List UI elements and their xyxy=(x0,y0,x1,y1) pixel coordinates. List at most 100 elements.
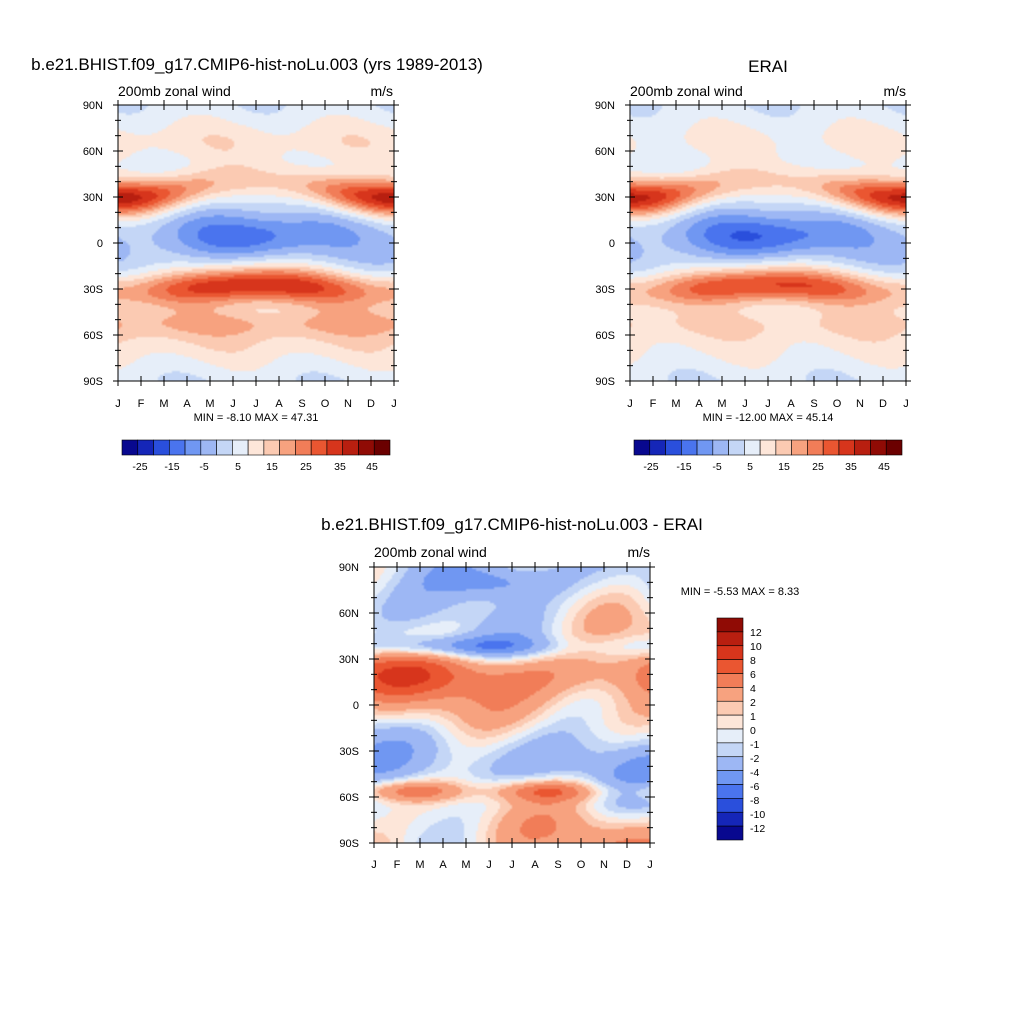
panel-diff-min-max: MIN = -5.53 MAX = 8.33 xyxy=(681,586,800,598)
y-tick-label: 0 xyxy=(353,700,359,712)
x-tick-label: F xyxy=(394,859,401,871)
colorbar-swatch xyxy=(716,811,744,827)
colorbar-label: -5 xyxy=(712,461,721,473)
x-tick-label: A xyxy=(439,859,447,871)
colorbar-swatch xyxy=(680,439,698,456)
colorbar-swatch xyxy=(716,784,744,799)
panel-erai-title: ERAI xyxy=(748,57,788,76)
colorbar-label: -10 xyxy=(750,809,765,821)
colorbar-swatch xyxy=(716,631,744,647)
x-tick-label: A xyxy=(531,859,539,871)
colorbar-swatch xyxy=(712,439,729,456)
x-tick-label: A xyxy=(183,398,191,410)
colorbar-swatch xyxy=(342,439,359,456)
x-tick-label: J xyxy=(230,398,236,410)
colorbar-swatch xyxy=(716,687,744,702)
x-tick-label: A xyxy=(787,398,795,410)
panel-diff-x-tick-labels: J F M A M J J A S O N D J xyxy=(371,859,653,871)
x-tick-label: S xyxy=(810,398,817,410)
colorbar-swatch xyxy=(247,439,265,456)
x-tick-label: O xyxy=(833,398,842,410)
y-tick-label: 30N xyxy=(83,192,103,204)
x-tick-label: D xyxy=(367,398,375,410)
colorbar-swatch xyxy=(716,645,744,660)
panel-erai-colorbar-labels: -25 -15 -5 5 15 25 35 45 xyxy=(643,461,890,473)
panel-diff-y-tick-labels: 90N 60N 30N 0 30S 60S 90S xyxy=(339,562,359,850)
colorbar-label: -2 xyxy=(750,753,759,765)
x-tick-label: J xyxy=(115,398,121,410)
colorbar-swatch xyxy=(373,439,391,456)
y-tick-label: 0 xyxy=(97,238,103,250)
colorbar-swatch xyxy=(744,439,761,456)
x-tick-label: A xyxy=(275,398,283,410)
panel-diff-ticks xyxy=(369,562,655,848)
x-tick-label: M xyxy=(415,859,424,871)
panel-model-x-tick-labels: J F M A M J J A S O N D J xyxy=(115,398,397,410)
colorbar-swatch xyxy=(716,659,744,674)
colorbar-label: 15 xyxy=(778,461,790,473)
colorbar-swatch xyxy=(295,439,312,456)
panel-diff-colorbar xyxy=(716,617,744,841)
y-tick-label: 60N xyxy=(595,146,615,158)
colorbar-swatch xyxy=(665,439,682,456)
colorbar-label: 4 xyxy=(750,683,756,695)
colorbar-label: -6 xyxy=(750,781,759,793)
colorbar-swatch xyxy=(263,439,280,456)
colorbar-swatch xyxy=(716,756,744,771)
colorbar-swatch xyxy=(633,439,651,456)
colorbar-swatch xyxy=(716,770,744,785)
x-tick-label: J xyxy=(647,859,653,871)
panel-model-contour-field xyxy=(118,105,394,381)
colorbar-label: 45 xyxy=(878,461,890,473)
x-tick-label: J xyxy=(742,398,748,410)
x-tick-label: D xyxy=(879,398,887,410)
colorbar-swatch xyxy=(759,439,777,456)
panel-erai-contour-field xyxy=(630,105,906,381)
x-tick-label: J xyxy=(627,398,633,410)
colorbar-swatch xyxy=(716,798,744,813)
panel-diff-title: b.e21.BHIST.f09_g17.CMIP6-hist-noLu.003 … xyxy=(321,515,703,534)
colorbar-swatch xyxy=(775,439,792,456)
colorbar-label: 2 xyxy=(750,697,756,709)
panel-erai-y-tick-labels: 90N 60N 30N 0 30S 60S 90S xyxy=(595,100,615,388)
y-tick-label: 30N xyxy=(339,654,359,666)
colorbar-swatch xyxy=(696,439,714,456)
panel-erai-ticks xyxy=(625,100,911,386)
colorbar-label: 25 xyxy=(812,461,824,473)
colorbar-label: 0 xyxy=(750,725,756,737)
panel-erai-min-max: MIN = -12.00 MAX = 45.14 xyxy=(703,412,834,424)
y-tick-label: 0 xyxy=(609,238,615,250)
panel-diff-units-label: m/s xyxy=(627,544,650,560)
y-tick-label: 60S xyxy=(83,330,103,342)
colorbar-label: -25 xyxy=(132,461,147,473)
colorbar-swatch xyxy=(854,439,871,456)
colorbar-swatch xyxy=(326,439,344,456)
colorbar-label: -12 xyxy=(750,823,765,835)
colorbar-swatch xyxy=(838,439,856,456)
colorbar-label: -8 xyxy=(750,795,759,807)
x-tick-label: O xyxy=(577,859,586,871)
colorbar-swatch xyxy=(216,439,233,456)
colorbar-swatch xyxy=(184,439,202,456)
colorbar-label: 1 xyxy=(750,711,756,723)
y-tick-label: 90N xyxy=(83,100,103,112)
colorbar-label: 6 xyxy=(750,669,756,681)
colorbar-swatch xyxy=(791,439,808,456)
panel-model-colorbar xyxy=(121,439,391,456)
colorbar-label: -25 xyxy=(643,461,658,473)
colorbar-label: 12 xyxy=(750,627,762,639)
panel-model: b.e21.BHIST.f09_g17.CMIP6-hist-noLu.003 … xyxy=(31,55,483,473)
colorbar-swatch xyxy=(728,439,745,456)
colorbar-swatch xyxy=(885,439,903,456)
colorbar-swatch xyxy=(716,714,744,730)
x-tick-label: J xyxy=(253,398,259,410)
x-tick-label: J xyxy=(509,859,515,871)
y-tick-label: 90N xyxy=(339,562,359,574)
x-tick-label: O xyxy=(321,398,330,410)
x-tick-label: M xyxy=(717,398,726,410)
colorbar-swatch xyxy=(822,439,840,456)
panel-model-ticks xyxy=(113,100,399,386)
colorbar-swatch xyxy=(358,439,375,456)
panel-diff-contour-field xyxy=(374,567,650,843)
panel-erai-left-label: 200mb zonal wind xyxy=(630,83,743,99)
